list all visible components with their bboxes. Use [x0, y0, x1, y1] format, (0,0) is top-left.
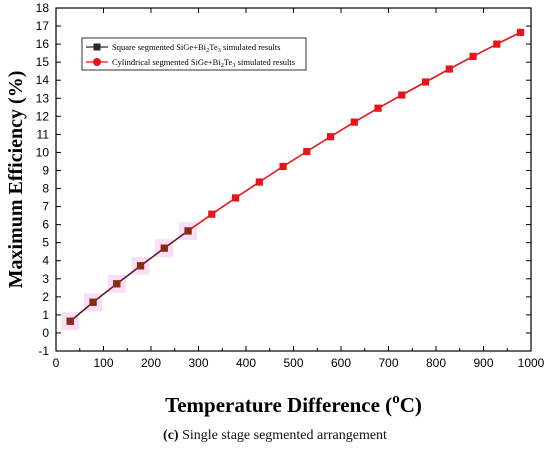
square-point	[66, 317, 74, 325]
square-point	[113, 280, 121, 288]
x-tick-label: 1000	[518, 356, 545, 370]
cylindrical-point	[493, 40, 501, 48]
cylindrical-point	[445, 65, 453, 73]
y-tick-label: 14	[36, 73, 50, 87]
cylindrical-point	[279, 162, 287, 171]
y-tick-label: 2	[42, 290, 49, 304]
y-tick-label: 6	[42, 218, 49, 232]
x-tick-label: 600	[331, 356, 351, 370]
square-point	[89, 298, 97, 306]
y-tick-label: 7	[42, 200, 49, 214]
x-tick-label: 0	[53, 356, 60, 370]
x-tick-label: 800	[426, 356, 446, 370]
cylindrical-point	[303, 147, 311, 156]
caption-text: Single stage segmented arrangement	[182, 428, 387, 443]
square-series-line	[69, 230, 189, 322]
square-point	[160, 244, 168, 252]
cylindrical-point	[374, 104, 382, 112]
x-axis-label-main: Temperature Difference (	[165, 393, 392, 417]
y-tick-label: 12	[36, 109, 50, 123]
cylindrical-series-line	[69, 31, 521, 322]
x-axis-label-sup: o	[392, 391, 400, 407]
caption-label: (c)	[163, 428, 179, 443]
cylindrical-point	[208, 210, 216, 218]
x-tick-label: 900	[473, 356, 493, 370]
y-tick-label: 8	[42, 182, 49, 196]
x-tick-label: 700	[378, 356, 398, 370]
y-tick-label: 4	[42, 254, 49, 268]
cylindrical-point	[516, 28, 525, 36]
y-tick-label: 17	[36, 19, 50, 33]
x-axis-label-end: C)	[400, 393, 422, 417]
cylindrical-point	[231, 194, 240, 202]
efficiency-chart: 0 100 200 300 400 500 600 700 800 900 1000-1012345…	[5, 1, 545, 417]
cylindrical-point	[421, 78, 430, 86]
legend-circle-marker	[93, 58, 101, 66]
square-point	[184, 227, 192, 235]
y-tick-label: 18	[36, 1, 50, 15]
legend-box	[81, 37, 307, 71]
y-tick-label: -1	[38, 344, 49, 358]
legend-square-marker	[93, 43, 101, 51]
cylindrical-point	[398, 91, 406, 99]
legend-label-1: Cylindrical segmented SiGe+Bi2Te3 simula…	[112, 57, 295, 69]
y-tick-label: 15	[36, 55, 50, 69]
y-tick-label: 9	[42, 163, 49, 177]
series	[61, 28, 525, 331]
cylindrical-point	[350, 118, 358, 126]
cylindrical-point	[326, 133, 335, 141]
y-tick-label: 0	[42, 326, 49, 340]
x-tick-label: 400	[236, 356, 256, 370]
ticks: 0 100 200 300 400 500 600 700 800 900 1000-1012345…	[36, 1, 545, 370]
y-tick-label: 10	[36, 145, 50, 159]
x-tick-label: 100	[93, 356, 113, 370]
legend: Square segmented SiGe+Bi2Te3 simulated r…	[81, 37, 307, 71]
y-tick-label: 16	[36, 37, 50, 51]
square-point	[136, 262, 145, 270]
y-tick-label: 3	[42, 272, 49, 286]
cylindrical-point	[255, 178, 263, 186]
y-tick-label: 1	[42, 308, 49, 322]
figure-caption: (c) Single stage segmented arrangement	[0, 428, 550, 444]
x-tick-label: 500	[283, 356, 303, 370]
cylindrical-point	[469, 52, 477, 60]
x-tick-label: 200	[141, 356, 161, 370]
y-tick-label: 11	[37, 127, 50, 141]
legend-label-0: Square segmented SiGe+Bi2Te3 simulated r…	[112, 42, 280, 54]
y-tick-label: 13	[36, 91, 50, 105]
y-tick-label: 5	[42, 236, 49, 250]
x-tick-label: 300	[188, 356, 208, 370]
y-axis-label: Maximum Efficiency (%)	[5, 71, 27, 289]
x-axis-label: Temperature Difference (oC)	[165, 391, 422, 417]
